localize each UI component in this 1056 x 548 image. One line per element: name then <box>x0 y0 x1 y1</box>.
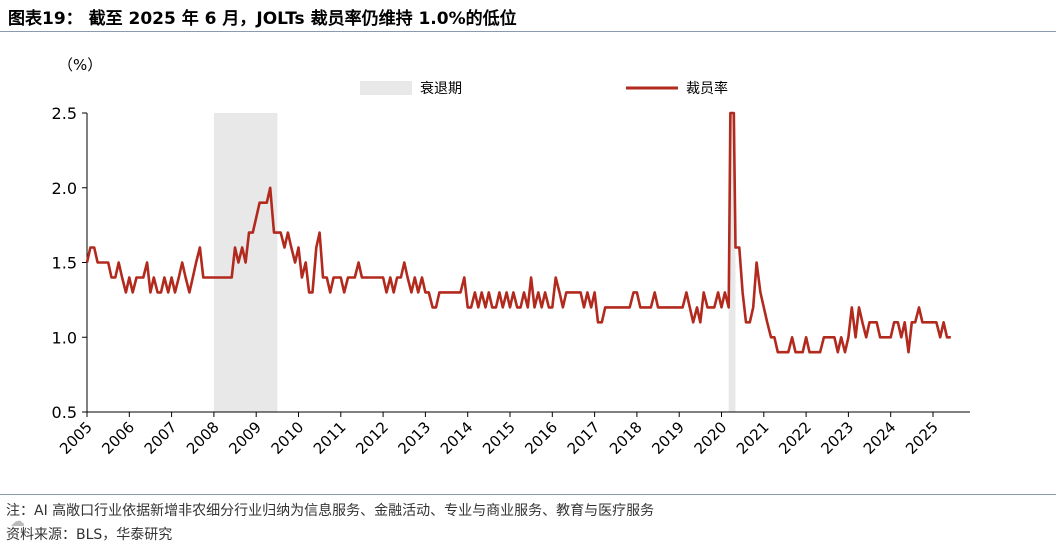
y-tick-label: 2.5 <box>52 104 77 123</box>
figure-title: 图表19： 截至 2025 年 6 月，JOLTs 裁员率仍维持 1.0%的低位 <box>8 9 517 29</box>
x-tick-label: 2010 <box>268 418 308 458</box>
x-tick-label: 2019 <box>648 418 688 458</box>
y-tick-labels: 0.5 1.0 1.5 2.0 2.5 <box>52 104 87 422</box>
x-tick-label: 2016 <box>521 418 561 458</box>
x-tick-label: 2014 <box>437 418 477 458</box>
legend-recession-label: 衰退期 <box>420 80 462 97</box>
y-unit-label: （%） <box>58 56 102 74</box>
note-divider <box>0 494 1056 495</box>
x-tick-labels: 2005 2006 2007 2008 2009 2010 2011 2012 2013 2014… <box>56 412 942 458</box>
legend-series-label: 裁员率 <box>686 80 728 97</box>
x-tick-label: 2007 <box>141 418 181 458</box>
watermark-logo: ☁ <box>10 512 25 530</box>
x-tick-label: 2021 <box>733 418 773 458</box>
x-tick-label: 2015 <box>479 418 519 458</box>
legend-recession-swatch <box>360 81 412 95</box>
x-tick-label: 2006 <box>98 418 138 458</box>
x-tick-label: 2020 <box>691 418 731 458</box>
x-tick-label: 2013 <box>394 418 434 458</box>
chart-legend: 衰退期 裁员率 <box>360 80 728 97</box>
x-tick-label: 2025 <box>902 418 942 458</box>
recession-band-2 <box>728 113 736 412</box>
y-tick-label: 1.5 <box>52 254 77 273</box>
x-tick-label: 2005 <box>56 418 96 458</box>
footnote: 注：AI 高敞口行业依据新增非农细分行业归纳为信息服务、金融活动、专业与商业服务… <box>6 503 655 519</box>
x-tick-label: 2008 <box>183 418 223 458</box>
x-tick-label: 2018 <box>606 418 646 458</box>
series-line-layoff-rate <box>85 111 951 354</box>
source-note: 资料来源：BLS，华泰研究 <box>6 527 173 543</box>
y-tick-label: 2.0 <box>52 179 77 198</box>
y-tick-label: 0.5 <box>52 403 77 422</box>
x-tick-label: 2017 <box>564 418 604 458</box>
recession-bands <box>213 113 736 412</box>
x-tick-label: 2024 <box>860 418 900 458</box>
title-divider <box>0 31 1056 32</box>
x-tick-label: 2022 <box>775 418 815 458</box>
x-tick-label: 2023 <box>817 418 857 458</box>
layoff-rate-chart: 0.5 1.0 1.5 2.0 2.5 2005 2006 2007 2008 2009 2010… <box>52 56 970 458</box>
x-tick-label: 2009 <box>225 418 265 458</box>
y-tick-label: 1.0 <box>52 328 77 347</box>
x-tick-label: 2012 <box>352 418 392 458</box>
x-tick-label: 2011 <box>310 418 350 458</box>
